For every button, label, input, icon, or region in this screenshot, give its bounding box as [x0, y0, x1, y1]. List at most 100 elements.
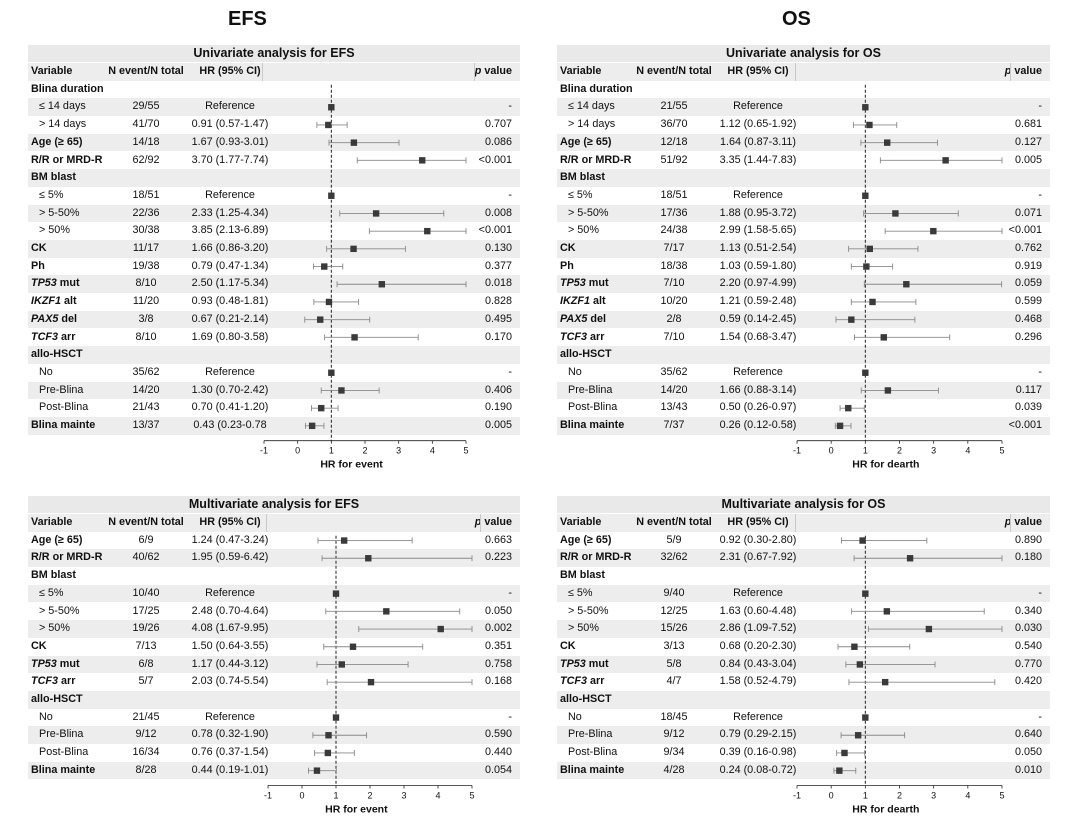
- forest-plot-svg: -1 0 1 2 3 4 5 HR for dearth: [793, 84, 1005, 471]
- row-p-value: 0.005: [484, 419, 512, 431]
- hr-point: [332, 590, 340, 597]
- panel-title: Univariate analysis for EFS: [28, 45, 520, 62]
- row-hr-ci: Reference: [733, 188, 783, 201]
- row-variable-label: TCF3 arr: [31, 673, 75, 691]
- table-row: Blina duration: [557, 81, 1050, 99]
- header-p-value: p value: [992, 514, 1042, 532]
- row-p-value: 0.351: [484, 639, 512, 652]
- row-p-value: -: [508, 100, 512, 113]
- row-variable-label: No: [568, 710, 582, 723]
- row-p-value: 0.170: [484, 330, 512, 343]
- plot-area-border: [262, 63, 263, 81]
- row-n-event: 21/43: [132, 401, 160, 414]
- row-p-value: 0.010: [1014, 763, 1042, 776]
- row-n-event: 41/70: [132, 118, 160, 131]
- hr-point: [859, 537, 866, 544]
- gene-name: PAX5: [31, 312, 59, 325]
- row-variable-label: > 14 days: [39, 118, 87, 131]
- table-row: > 5-50% 22/36 2.33 (1.25-4.34) 0.008: [28, 204, 520, 223]
- row-n-event: 30/38: [132, 224, 160, 237]
- hr-point: [836, 767, 843, 774]
- row-hr-ci: 1.12 (0.65-1.92): [719, 118, 797, 131]
- hr-point: [883, 608, 891, 615]
- row-hr-ci: 0.84 (0.43-3.04): [719, 657, 797, 670]
- row-p-value: 0.440: [484, 746, 512, 759]
- table-row: CK 7/17 1.13 (0.51-2.54) 0.762: [557, 240, 1050, 258]
- table-row: Pre-Blina 14/20 1.30 (0.70-2.42) 0.406: [28, 381, 520, 400]
- x-tick-label: 0: [295, 446, 300, 456]
- gene-alteration: mut: [56, 657, 80, 670]
- row-n-event: 21/45: [132, 710, 160, 723]
- hr-point: [318, 404, 325, 412]
- row-hr-ci: 1.54 (0.68-3.47): [719, 330, 797, 343]
- row-variable-label: > 5-50%: [39, 206, 80, 219]
- hr-point: [350, 139, 358, 146]
- row-variable-label: No: [568, 365, 582, 378]
- row-variable-label: BM blast: [31, 569, 76, 582]
- hr-point: [437, 625, 444, 633]
- x-axis-label: HR for dearth: [852, 459, 919, 471]
- table-row: Age (≥ 65) 12/18 1.64 (0.87-3.11) 0.127: [557, 133, 1050, 152]
- row-hr-ci: 2.20 (0.97-4.99): [719, 277, 797, 290]
- hr-point: [866, 121, 873, 129]
- row-p-value: 0.919: [1014, 259, 1042, 272]
- x-tick-label: -1: [264, 791, 272, 801]
- gene-alteration: mut: [585, 277, 609, 290]
- header-p-value: p value: [462, 63, 512, 81]
- row-p-value: 0.663: [484, 533, 512, 546]
- row-hr-ci: 0.79 (0.47-1.34): [191, 259, 269, 272]
- hr-point: [862, 714, 869, 721]
- table-row: ≤ 14 days 21/55 Reference -: [557, 98, 1050, 117]
- hr-point: [841, 749, 848, 757]
- row-variable-label: ≤ 5%: [39, 188, 64, 201]
- table-header-row: Variable N event/N total HR (95% CI) p valu…: [28, 63, 520, 81]
- hr-point: [365, 555, 372, 562]
- row-n-event: 14/18: [132, 135, 160, 148]
- forest-plot-svg: -1 0 1 2 3 4 5 HR for dearth: [793, 535, 1005, 816]
- row-hr-ci: 0.92 (0.30-2.80): [719, 533, 797, 546]
- table-row: ≤ 5% 9/40 Reference -: [557, 584, 1050, 603]
- table-row: Blina mainte 13/37 0.43 (0.23-0.78 0.005: [28, 417, 520, 435]
- row-p-value: <0.001: [478, 224, 512, 237]
- table-row: > 14 days 36/70 1.12 (0.65-1.92) 0.681: [557, 116, 1050, 134]
- row-hr-ci: 1.95 (0.59-6.42): [191, 551, 269, 564]
- table-row: CK 11/17 1.66 (0.86-3.20) 0.130: [28, 240, 520, 258]
- row-variable-label: CK: [31, 639, 47, 652]
- table-row: TP53 mut 8/10 2.50 (1.17-5.34) 0.018: [28, 275, 520, 294]
- row-variable-label: Post-Blina: [39, 746, 89, 759]
- row-variable-label: ≤ 14 days: [568, 100, 615, 113]
- header-n: N event/N total: [108, 516, 184, 528]
- row-p-value: -: [1038, 586, 1042, 599]
- hr-point: [903, 281, 910, 288]
- row-variable-label: Ph: [31, 259, 45, 272]
- x-tick-label: 3: [931, 446, 936, 456]
- row-variable-label: BM blast: [31, 171, 76, 184]
- hr-point: [942, 157, 949, 164]
- row-p-value: 0.681: [1014, 118, 1042, 131]
- header-n: N event/N total: [108, 65, 184, 77]
- row-n-event: 8/10: [135, 277, 157, 290]
- x-tick-label: -1: [793, 446, 801, 456]
- x-tick-label: 5: [999, 446, 1004, 456]
- table-row: PAX5 del 2/8 0.59 (0.14-2.45) 0.468: [557, 310, 1050, 329]
- row-hr-ci: Reference: [205, 586, 255, 599]
- row-variable-label: allo-HSCT: [560, 693, 612, 705]
- gene-name: TP53: [31, 657, 57, 670]
- row-p-value: -: [1038, 710, 1042, 723]
- table-row: ≤ 5% 18/51 Reference -: [557, 187, 1050, 205]
- row-n-event: 12/18: [660, 135, 688, 148]
- row-p-value: 0.468: [1014, 312, 1042, 325]
- gene-alteration: arr: [587, 675, 605, 688]
- os-column-title: OS: [782, 8, 811, 30]
- hr-point: [324, 749, 332, 757]
- table-row: TP53 mut 7/10 2.20 (0.97-4.99) 0.059: [557, 275, 1050, 294]
- row-hr-ci: 3.85 (2.13-6.89): [191, 224, 269, 237]
- table-row: Pre-Blina 9/12 0.79 (0.29-2.15) 0.640: [557, 726, 1050, 745]
- hr-point: [854, 732, 862, 739]
- row-n-event: 4/7: [666, 675, 682, 688]
- row-p-value: <0.001: [1008, 224, 1042, 237]
- table-row: Post-Blina 9/34 0.39 (0.16-0.98) 0.050: [557, 744, 1050, 762]
- x-tick-label: 1: [329, 446, 334, 456]
- row-p-value: 0.039: [1014, 401, 1042, 414]
- header-p-value: p value: [992, 63, 1042, 81]
